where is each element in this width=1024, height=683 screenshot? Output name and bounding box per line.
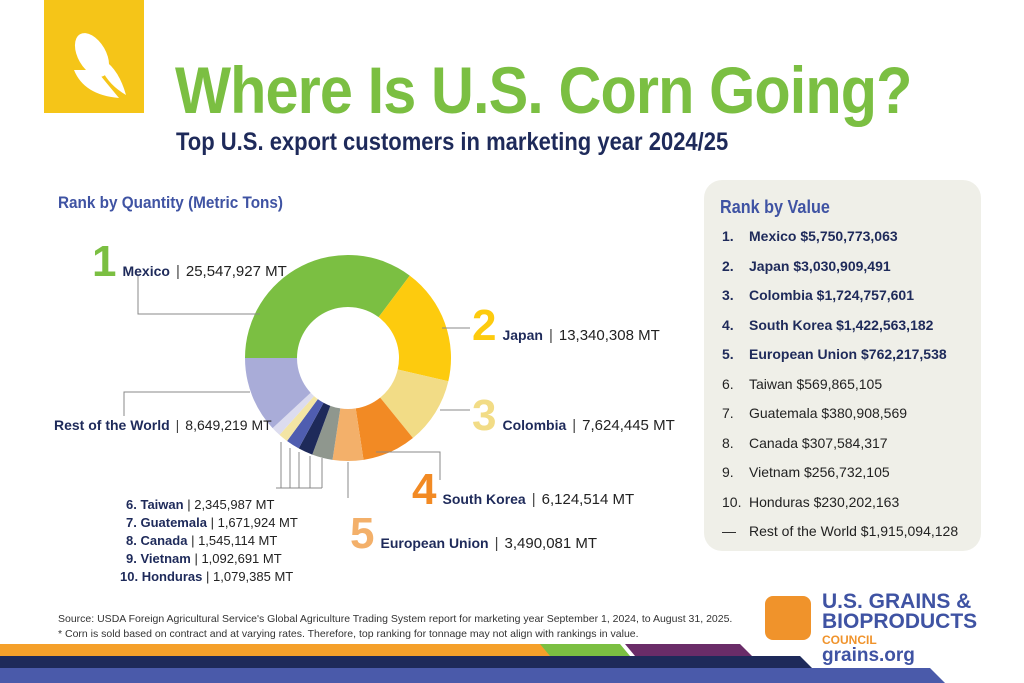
slice-vietnam <box>279 396 318 442</box>
slice-mexico <box>245 254 410 358</box>
usgbc-logo-icon <box>765 596 811 640</box>
label-taiwan: 6. Taiwan | 2,345,987 MT <box>126 497 275 512</box>
value-row: 7. Guatemala $380,908,569 <box>722 405 907 421</box>
value-row: 2. Japan $3,030,909,491 <box>722 258 891 274</box>
value-row: 3. Colombia $1,724,757,601 <box>722 287 914 303</box>
slice-south-korea <box>355 397 413 460</box>
label-south-korea: 4 South Korea | 6,124,514 MT <box>412 465 635 514</box>
corn-logo <box>44 0 144 113</box>
value-row: — Rest of the World $1,915,094,128 <box>722 523 958 539</box>
value-text: Taiwan $569,865,105 <box>749 375 883 392</box>
slice-european-union <box>332 408 364 461</box>
value-text: Honduras $230,202,163 <box>749 493 900 510</box>
slice-canada <box>287 399 324 449</box>
value-rank: 5. <box>722 346 734 362</box>
value-text: Rest of the World $1,915,094,128 <box>749 523 959 539</box>
value-text: European Union $762,217,538 <box>749 346 947 362</box>
value-row: 5. European Union $762,217,538 <box>722 346 947 362</box>
value-row: 1. Mexico $5,750,773,063 <box>722 228 898 244</box>
website-link[interactable]: grains.org <box>822 645 915 666</box>
slice-rest-of-the-world <box>245 358 311 429</box>
value-text: Canada $307,584,317 <box>749 434 888 451</box>
org-council: COUNCIL <box>822 633 877 647</box>
label-canada: 8. Canada | 1,545,114 MT <box>126 533 278 548</box>
value-text: Japan $3,030,909,491 <box>749 257 891 274</box>
org-name: U.S. GRAINS & BIOPRODUCTS <box>822 590 978 633</box>
slice-colombia <box>380 369 449 438</box>
value-rank: 4. <box>722 316 734 333</box>
value-rank: 8. <box>722 434 734 451</box>
value-text: South Korea $1,422,563,182 <box>749 316 934 333</box>
label-honduras: 10. Honduras | 1,079,385 MT <box>120 569 294 584</box>
value-rank: — <box>722 523 736 539</box>
value-row: 6. Taiwan $569,865,105 <box>722 376 882 392</box>
donut-chart <box>123 254 470 498</box>
label-guatemala: 7. Guatemala | 1,671,924 MT <box>126 515 298 530</box>
value-rank: 6. <box>722 375 734 392</box>
value-row: 10. Honduras $230,202,163 <box>722 494 899 510</box>
source-note: Source: USDA Foreign Agricultural Servic… <box>58 612 732 642</box>
footer-stripes <box>0 644 945 683</box>
value-rank: 9. <box>722 464 734 480</box>
slice-taiwan <box>312 405 341 460</box>
value-row: 9. Vietnam $256,732,105 <box>722 464 890 480</box>
value-heading: Rank by Value <box>720 197 830 217</box>
page-subtitle: Top U.S. export customers in marketing y… <box>176 128 729 156</box>
value-row: 8. Canada $307,584,317 <box>722 435 888 451</box>
value-text: Mexico $5,750,773,063 <box>749 228 898 244</box>
slice-japan <box>378 275 451 382</box>
value-rank: 3. <box>722 287 734 303</box>
source-text: Source: USDA Foreign Agricultural Servic… <box>58 613 733 625</box>
value-rank: 7. <box>722 405 734 421</box>
value-rank: 2. <box>722 257 734 274</box>
value-rank: 1. <box>722 228 734 244</box>
label-rest-of-world: Rest of the World | 8,649,219 MT <box>54 417 272 433</box>
label-colombia: 3 Colombia | 7,624,445 MT <box>472 391 675 440</box>
value-ranking-panel <box>704 180 981 551</box>
value-text: Guatemala $380,908,569 <box>749 405 908 421</box>
quantity-heading: Rank by Quantity (Metric Tons) <box>58 193 283 212</box>
leader-lines <box>123 274 470 498</box>
label-mexico: 1 Mexico | 25,547,927 MT <box>92 237 287 286</box>
label-vietnam: 9. Vietnam | 1,092,691 MT <box>126 551 282 566</box>
value-text: Colombia $1,724,757,601 <box>749 287 914 303</box>
page-title: Where Is U.S. Corn Going? <box>175 53 912 127</box>
footnote-text: * Corn is sold based on contract and at … <box>58 628 639 640</box>
slice-honduras <box>272 392 315 435</box>
label-european-union: 5 European Union | 3,490,081 MT <box>350 509 598 558</box>
value-text: Vietnam $256,732,105 <box>749 464 890 480</box>
corn-icon <box>74 33 126 98</box>
slice-guatemala <box>298 402 331 455</box>
value-row: 4. South Korea $1,422,563,182 <box>722 317 933 333</box>
value-rank: 10. <box>722 493 742 510</box>
label-japan: 2 Japan | 13,340,308 MT <box>472 301 660 350</box>
